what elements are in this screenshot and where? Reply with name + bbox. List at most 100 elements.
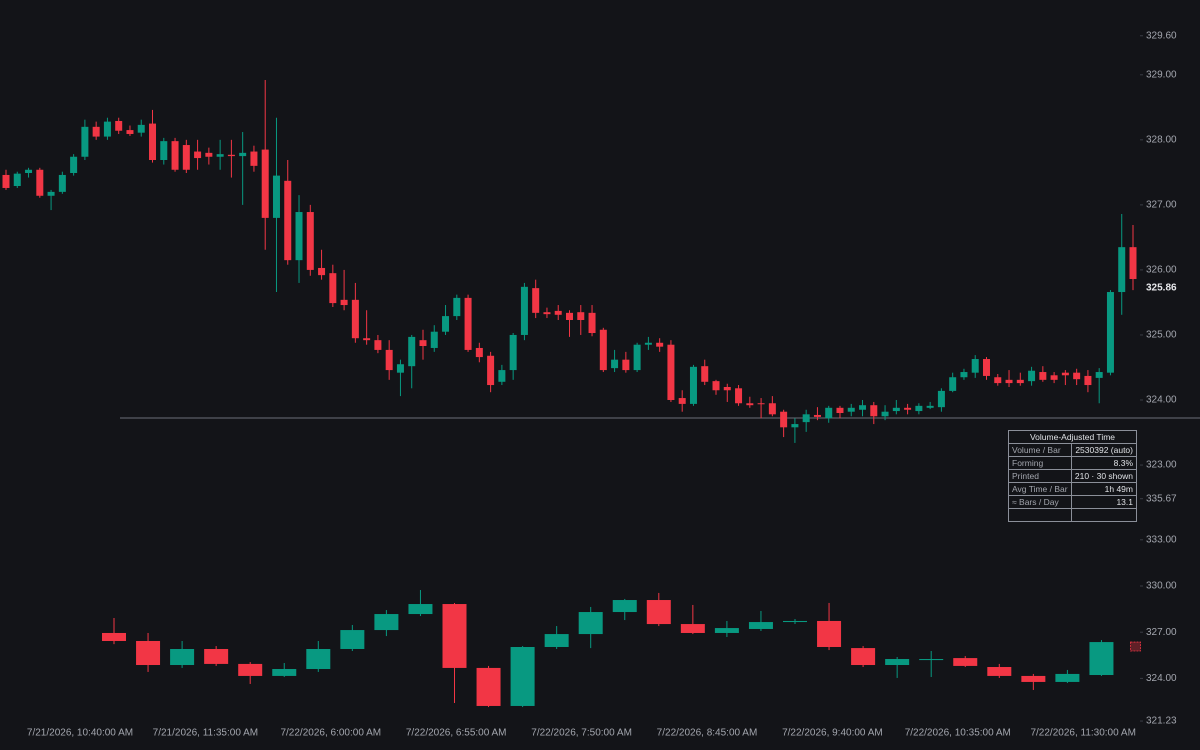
candle-body — [780, 411, 788, 428]
candle-body — [1106, 292, 1114, 373]
y-tick-label: 321.23 — [1146, 716, 1177, 727]
candle-body — [680, 624, 705, 633]
candle-body — [1021, 675, 1046, 682]
candle-body — [453, 297, 461, 317]
candle-body — [171, 141, 179, 170]
candle-body — [847, 407, 855, 412]
candle-body — [227, 154, 235, 157]
candle-body — [498, 370, 506, 382]
candle-body — [58, 174, 66, 192]
candle-body — [520, 286, 528, 335]
candle-body — [543, 312, 551, 315]
candle-body — [115, 120, 123, 131]
candle-body — [825, 407, 833, 419]
candle-body — [136, 640, 161, 666]
x-tick-label: 7/22/2026, 10:35:00 AM — [905, 728, 1011, 739]
candle-body — [340, 299, 348, 306]
table-key: Volume / Bar — [1008, 443, 1072, 457]
candle-body — [667, 344, 675, 400]
candle-body — [566, 312, 573, 320]
candle-body — [374, 614, 399, 631]
candle-body — [714, 628, 739, 633]
candle-body — [160, 141, 168, 160]
candle-body — [1095, 372, 1103, 378]
candle-body — [577, 312, 585, 320]
candle-body — [892, 407, 900, 412]
candle-body — [419, 340, 427, 347]
candle-body — [363, 338, 371, 341]
candle-body — [442, 604, 467, 668]
candle-body — [1005, 379, 1013, 384]
table-empty-row — [1008, 508, 1138, 522]
candle-body — [509, 334, 517, 371]
candle-body — [701, 366, 709, 382]
candle-body — [949, 377, 957, 391]
y-tick-label: 327.00 — [1146, 627, 1177, 638]
candle-body — [103, 121, 111, 137]
candle-body — [885, 659, 910, 666]
candle-body — [971, 359, 979, 373]
x-tick-label: 7/22/2026, 9:40:00 AM — [782, 728, 883, 739]
candle-body — [272, 669, 297, 676]
candle-body — [70, 156, 78, 174]
candle-body — [1073, 372, 1081, 380]
candle-body — [126, 130, 134, 134]
candle-body — [870, 405, 878, 417]
candle-body — [611, 359, 619, 369]
candle-body — [295, 212, 303, 261]
candle-body — [408, 604, 433, 615]
candle-body — [712, 381, 720, 391]
candle-body — [757, 403, 765, 405]
candle-body — [689, 366, 697, 404]
candle-body — [170, 648, 195, 666]
candle-body — [2, 174, 10, 188]
table-row: Volume / Bar 2530392 (auto) — [1008, 443, 1138, 457]
y-tick-label: 335.67 — [1146, 493, 1177, 504]
table-header: Volume-Adjusted Time — [1008, 430, 1137, 444]
candle-body — [646, 600, 671, 625]
candle-body — [204, 648, 229, 664]
candle-body — [791, 424, 799, 428]
candle-body — [1055, 673, 1080, 682]
candle-body — [578, 612, 603, 635]
candle-body — [205, 152, 213, 157]
axes: 329.60 329.00 328.00 327.00 326.00 325.00 324.… — [27, 30, 1177, 738]
forming-candle — [1130, 641, 1141, 652]
candle-body — [532, 288, 540, 313]
x-tick-label: 7/22/2026, 7:50:00 AM — [531, 728, 632, 739]
candle-body — [1028, 370, 1036, 382]
candle-body — [374, 340, 382, 350]
candle-body — [239, 152, 247, 157]
candle-body — [723, 386, 731, 391]
candle-body — [633, 344, 641, 371]
y-tick-label: 329.60 — [1146, 30, 1177, 41]
table-body: Volume / Bar 2530392 (auto) Forming 8.3% Pri… — [1008, 443, 1138, 509]
candle-body — [544, 634, 569, 647]
candle-body — [982, 359, 990, 376]
candle-body — [137, 124, 145, 133]
candle-body — [47, 191, 55, 196]
table-value: 8.3% — [1070, 456, 1138, 470]
table-value: 13.1 — [1070, 495, 1138, 509]
candle-body — [475, 347, 483, 358]
candle-body — [13, 173, 21, 187]
table-row: Forming 8.3% — [1008, 456, 1138, 470]
table-title: Volume-Adjusted Time — [1008, 430, 1137, 444]
candle-body — [216, 154, 224, 157]
table-cell — [1070, 508, 1138, 522]
volume-time-pane — [102, 590, 1114, 708]
table-row: Printed 210 · 30 shown — [1008, 469, 1138, 483]
x-tick-label: 7/21/2026, 10:40:00 AM — [27, 728, 133, 739]
candle-body — [442, 316, 450, 332]
y-tick-label: 326.00 — [1146, 265, 1177, 276]
y-tick-label: 324.00 — [1146, 673, 1177, 684]
candle-body — [306, 212, 314, 270]
table-row: Avg Time / Bar 1h 49m — [1008, 482, 1138, 496]
candle-body — [1061, 372, 1069, 376]
candle-body — [464, 297, 472, 350]
table-value: 1h 49m — [1070, 482, 1138, 496]
candle-body — [261, 149, 269, 218]
price-pane — [2, 80, 1137, 443]
candle-body — [1089, 642, 1114, 676]
